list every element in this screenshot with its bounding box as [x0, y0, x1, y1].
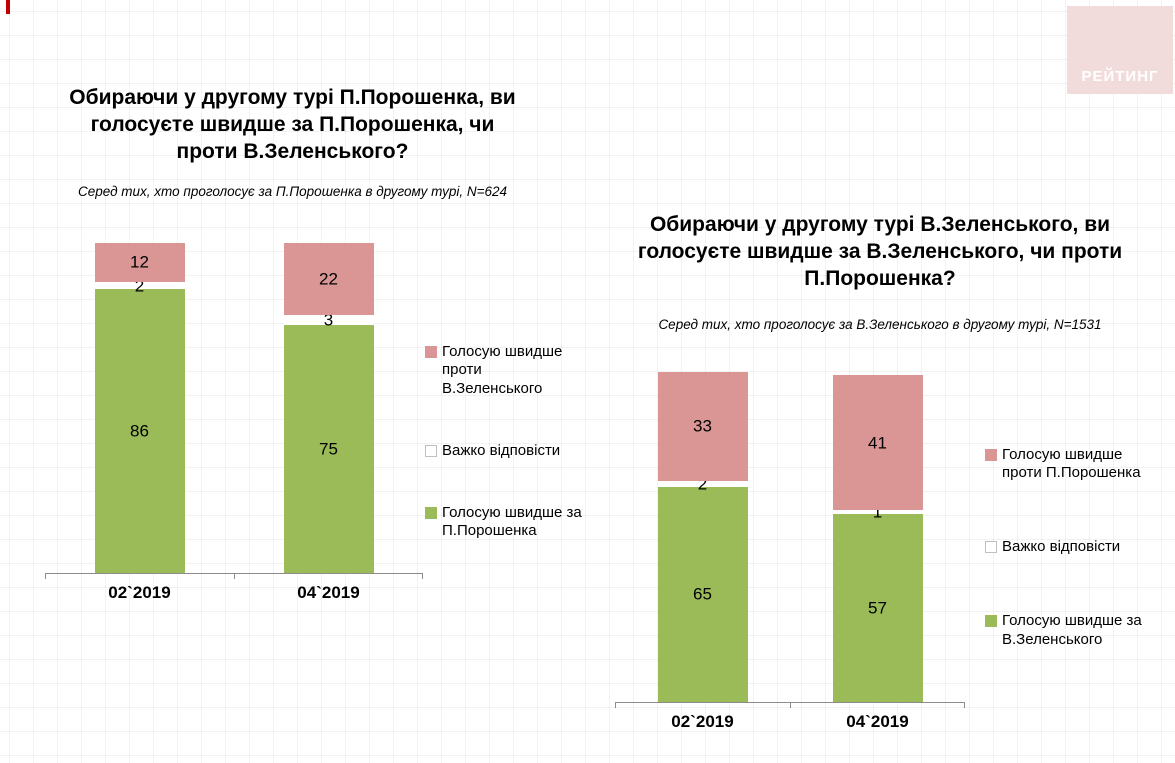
- axis-tick: [45, 573, 46, 579]
- chart-zelensky-voters: Обираючи у другому турі В.Зеленського, в…: [585, 0, 1175, 732]
- charts-row: Обираючи у другому турі П.Порошенка, ви …: [0, 0, 1175, 732]
- axis-tick: [615, 702, 616, 708]
- segment-value: 1: [872, 502, 883, 522]
- segment-value: 22: [319, 269, 338, 289]
- bar-segment-pink: 41: [832, 374, 923, 511]
- axis-tick: [234, 573, 235, 579]
- legend-swatch-green: [985, 614, 997, 627]
- corner-mark: [6, 0, 10, 14]
- segment-value: 41: [868, 433, 887, 453]
- x-axis: [615, 701, 965, 708]
- legend-label: Голосую швидше проти В.Зеленського: [442, 342, 563, 398]
- legend-label: Голосую швидше за В.Зеленського: [1002, 611, 1142, 648]
- axis-tick: [790, 702, 791, 708]
- segment-value: 57: [868, 598, 887, 618]
- segment-value: 65: [693, 584, 712, 604]
- bar-segment-green: 65: [657, 487, 748, 702]
- chart-title: Обираючи у другому турі П.Порошенка, ви …: [69, 86, 516, 163]
- category-label: 02`2019: [671, 711, 734, 731]
- x-axis: [45, 572, 423, 579]
- legend-item: Голосую швидше проти В.Зеленського: [425, 343, 585, 399]
- legend-swatch-pink: [425, 345, 437, 358]
- bar-segment-green: 86: [94, 288, 185, 573]
- bar-segment-green: 75: [283, 325, 374, 573]
- axis-tick: [964, 702, 965, 708]
- segment-value: 2: [134, 276, 145, 296]
- plot-row: 65 2 33 57 1 41 02`2019 04`2019 Голосую швидше …: [585, 371, 1175, 732]
- chart-poroshenko-voters: Обираючи у другому турі П.Порошенка, ви …: [0, 0, 585, 732]
- category-labels: 02`2019 04`2019: [615, 712, 965, 732]
- stacked-bar: 86 2 12: [94, 242, 185, 573]
- category-label: 04`2019: [846, 711, 909, 731]
- segment-value: 33: [693, 416, 712, 436]
- legend: Голосую швидше проти П.Порошенка Важко ві…: [985, 372, 1157, 650]
- legend-item: Голосую швидше проти П.Порошенка: [985, 446, 1157, 484]
- legend-label: Важко відповісти: [1002, 538, 1121, 556]
- legend-label: Важко відповісти: [442, 441, 561, 459]
- bar-segment-white: 2: [657, 475, 748, 492]
- category-label: 04`2019: [297, 582, 360, 602]
- legend-item: Голосую швидше за В.Зеленського: [985, 612, 1157, 650]
- stacked-bar: 57 1 41: [832, 374, 923, 702]
- stacked-bar: 65 2 33: [657, 371, 748, 702]
- legend-swatch-white: [425, 444, 437, 457]
- plot-area: 65 2 33 57 1 41 02`2019 04`2019: [615, 371, 965, 732]
- legend-swatch-green: [425, 506, 437, 519]
- bar-segment-white: 3: [283, 312, 374, 329]
- bars-area: 86 2 12 75 3 22: [45, 242, 423, 573]
- bar-segment-pink: 22: [283, 242, 374, 316]
- legend-item: Голосую швидше за П.Порошенка: [425, 504, 585, 542]
- plot-row: 86 2 12 75 3 22 02`2019 04`2019 Голосую швидше …: [0, 242, 585, 603]
- segment-value: 3: [323, 310, 334, 330]
- chart-subtitle: Серед тих, хто проголосує за В.Зеленсько…: [658, 316, 1102, 332]
- stacked-bar: 75 3 22: [283, 242, 374, 573]
- chart-subtitle: Серед тих, хто проголосує за П.Порошенка…: [77, 183, 508, 199]
- bar-segment-pink: 33: [657, 371, 748, 481]
- rating-logo-text: РЕЙТИНГ: [1081, 68, 1159, 85]
- legend-label: Голосую швидше за П.Порошенка: [442, 503, 582, 540]
- category-labels: 02`2019 04`2019: [45, 583, 423, 603]
- legend-swatch-pink: [985, 448, 997, 461]
- rating-logo: РЕЙТИНГ: [1067, 6, 1173, 94]
- segment-value: 75: [319, 439, 338, 459]
- plot-area: 86 2 12 75 3 22 02`2019 04`2019: [45, 242, 423, 603]
- legend-item: Важко відповісти: [985, 538, 1157, 557]
- segment-value: 12: [130, 252, 149, 272]
- chart-title: Обираючи у другому турі В.Зеленського, в…: [637, 213, 1123, 290]
- bar-segment-green: 57: [832, 513, 923, 702]
- legend-swatch-white: [985, 541, 997, 554]
- segment-value: 86: [130, 421, 149, 441]
- legend-item: Важко відповісти: [425, 442, 585, 461]
- bar-segment-pink: 12: [94, 242, 185, 283]
- segment-value: 2: [697, 474, 708, 494]
- category-label: 02`2019: [108, 582, 171, 602]
- bar-segment-white: 2: [94, 277, 185, 294]
- legend-label: Голосую швидше проти П.Порошенка: [1002, 445, 1141, 482]
- bars-area: 65 2 33 57 1 41: [615, 371, 965, 702]
- axis-tick: [422, 573, 423, 579]
- bar-segment-white: 1: [832, 503, 923, 520]
- legend: Голосую швидше проти В.Зеленського Важко …: [425, 243, 585, 542]
